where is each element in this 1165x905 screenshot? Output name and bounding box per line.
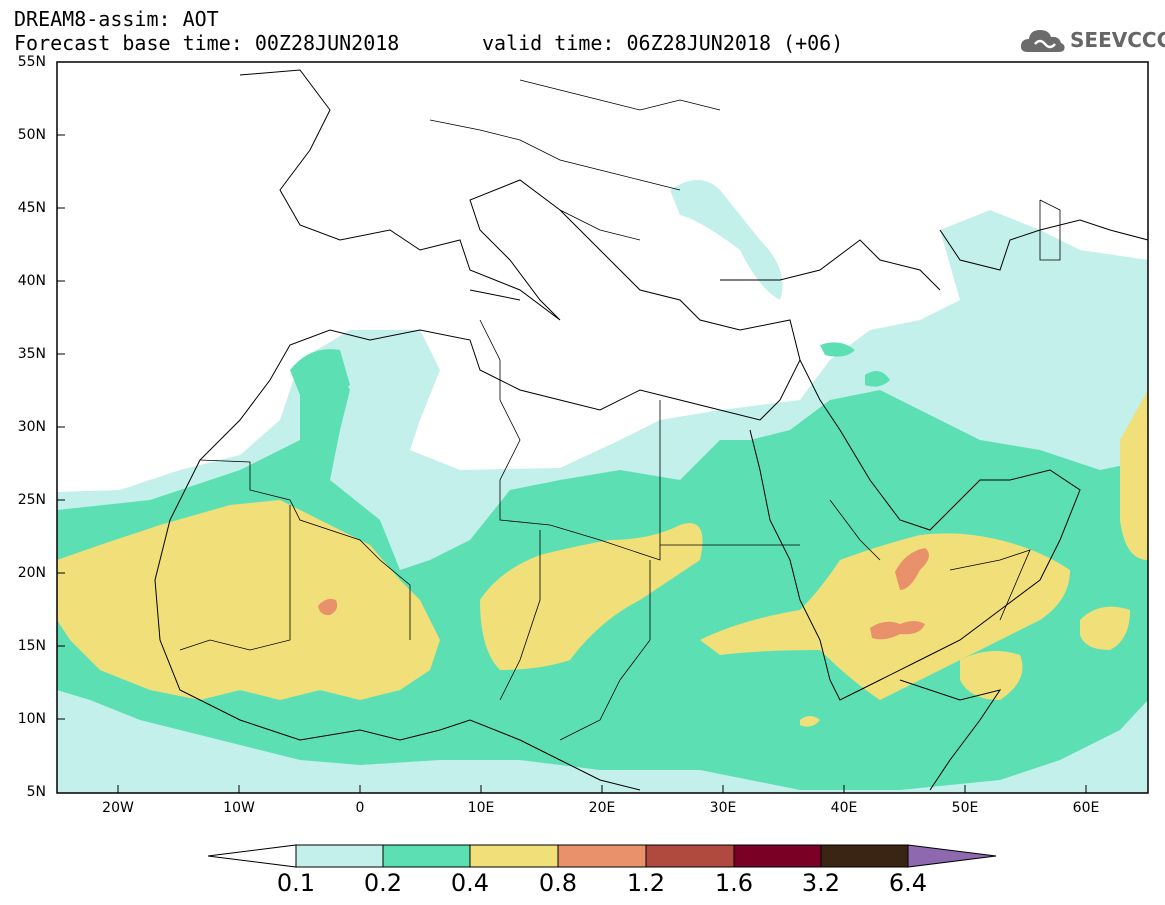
- xtick-marks: [117, 785, 1087, 793]
- lat-label: 50N: [17, 127, 46, 143]
- legend-label: 3.2: [801, 869, 841, 897]
- lon-label: 0: [355, 800, 365, 816]
- legend-label: 0.2: [363, 869, 403, 897]
- legend-label: 6.4: [888, 869, 928, 897]
- legend-label: 0.4: [450, 869, 490, 897]
- lat-label: 20N: [17, 565, 46, 581]
- lat-label: 15N: [17, 638, 46, 654]
- ytick-marks: [57, 61, 65, 720]
- aot-band-0.4: [57, 390, 1148, 727]
- legend-swatch-1.6: [733, 844, 822, 868]
- legend-swatch-1.2: [645, 844, 735, 868]
- legend-swatch-3.2: [820, 844, 909, 868]
- legend-label: 1.6: [714, 869, 754, 897]
- lon-label: 10W: [223, 800, 255, 816]
- lon-label: 20W: [102, 800, 134, 816]
- lat-label: 25N: [17, 492, 46, 508]
- legend-swatch-0.8: [557, 844, 647, 868]
- lat-label: 55N: [17, 54, 46, 70]
- valid-time: valid time: 06Z28JUN2018 (+06): [482, 31, 844, 55]
- lat-label: 35N: [17, 346, 46, 362]
- legend-label: 0.1: [276, 869, 316, 897]
- aot-band-0.8: [318, 548, 929, 640]
- map-title: DREAM8-assim: AOT: [14, 7, 219, 31]
- seevccc-logo: SEEVCCC: [1018, 24, 1165, 58]
- lon-label: 30E: [709, 800, 737, 816]
- lon-label: 20E: [588, 800, 616, 816]
- lat-label: 5N: [26, 784, 46, 800]
- lon-label: 10E: [467, 800, 495, 816]
- lon-label: 40E: [830, 800, 858, 816]
- legend-swatch-0.2: [382, 844, 471, 868]
- lat-label: 40N: [17, 273, 46, 289]
- legend-swatch-0.4: [469, 844, 559, 868]
- cloud-icon: [1020, 30, 1065, 52]
- coastlines: [154, 69, 1148, 791]
- logo-text: SEEVCCC: [1070, 28, 1165, 52]
- lon-label: 60E: [1072, 800, 1100, 816]
- forecast-base-time: Forecast base time: 00Z28JUN2018: [14, 31, 400, 55]
- lat-label: 45N: [17, 200, 46, 216]
- lon-label: 50E: [951, 800, 979, 816]
- legend-arrow-low: [207, 844, 297, 868]
- legend-swatch-0.1: [295, 844, 384, 868]
- country-borders: [179, 79, 1061, 741]
- legend-label: 0.8: [538, 869, 578, 897]
- lat-label: 30N: [17, 419, 46, 435]
- legend-label: 1.2: [626, 869, 666, 897]
- legend-arrow-high: [907, 844, 997, 868]
- lat-label: 10N: [17, 711, 46, 727]
